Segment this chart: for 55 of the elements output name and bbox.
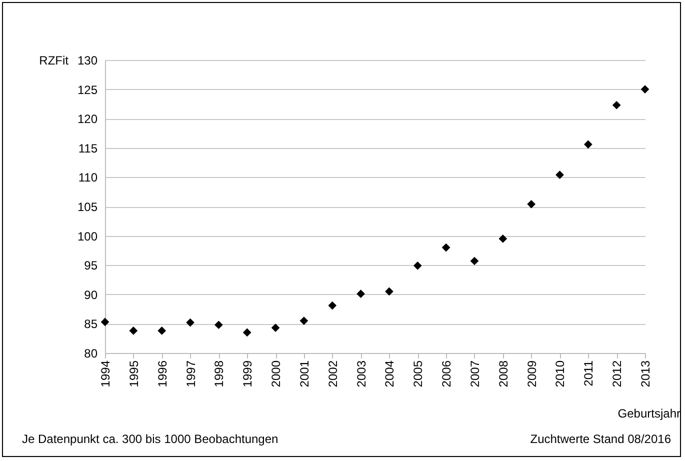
x-tick-label: 1995 xyxy=(126,360,141,388)
x-tick-label: 2011 xyxy=(582,360,596,386)
x-tick-label: 2003 xyxy=(354,360,368,388)
x-tick-label: 2012 xyxy=(610,360,624,388)
x-tick-label: 2002 xyxy=(326,360,340,388)
text: Zuchtwerte Stand 08/2016 xyxy=(530,432,671,446)
y-tick-label: 125 xyxy=(77,82,98,97)
y-tick-label: 130 xyxy=(77,54,98,68)
point xyxy=(612,100,621,110)
x-tick-label: 2005 xyxy=(411,360,426,388)
x-tick-label: 2013 xyxy=(638,360,652,388)
point xyxy=(385,287,394,296)
y-tick-label: 115 xyxy=(78,141,98,156)
point xyxy=(470,256,479,266)
point xyxy=(328,301,337,310)
x-tick-label: 1994 xyxy=(98,360,112,388)
point xyxy=(100,318,110,326)
x-tick-label: 1996 xyxy=(155,360,170,388)
point xyxy=(527,200,536,208)
y-tick-label: 100 xyxy=(77,229,98,244)
x-tick-label: 2008 xyxy=(496,360,510,388)
y-tick-label: 105 xyxy=(77,200,98,214)
x-tick-label: 2001 xyxy=(297,360,312,388)
point xyxy=(186,318,194,327)
point xyxy=(413,262,422,270)
y-tick-label: 90 xyxy=(84,288,98,302)
point xyxy=(640,85,650,94)
x-tick-label: 2010 xyxy=(553,360,568,388)
y-axis-title: RZFit xyxy=(39,54,70,68)
y-tick-label: 120 xyxy=(77,112,98,126)
point xyxy=(584,140,592,149)
point xyxy=(242,328,252,337)
point xyxy=(129,326,138,335)
point xyxy=(271,324,280,332)
x-tick-label: 2000 xyxy=(269,360,284,388)
y-tick-label: 80 xyxy=(84,346,98,360)
point xyxy=(214,320,223,330)
point xyxy=(300,316,308,325)
x-tick-label: 2004 xyxy=(382,360,397,388)
y-tick-label: 85 xyxy=(84,317,98,332)
point xyxy=(498,234,508,243)
x-axis-title: Geburtsjahr xyxy=(618,406,680,420)
point xyxy=(556,170,564,180)
y-tick-label: 95 xyxy=(84,258,98,273)
y-tick-label: 110 xyxy=(78,170,98,185)
x-tick-label: 2006 xyxy=(440,360,454,388)
point xyxy=(356,290,365,298)
x-tick-label: 1997 xyxy=(184,360,198,388)
x-tick-label: 1999 xyxy=(240,360,255,388)
x-tick-label: 1998 xyxy=(212,360,226,388)
point xyxy=(158,326,166,335)
x-tick-label: 2009 xyxy=(524,360,539,388)
text: Je Datenpunkt ca. 300 bis 1000 Beobachtungen xyxy=(22,432,278,446)
point xyxy=(442,243,450,252)
x-tick-label: 2007 xyxy=(468,360,482,388)
